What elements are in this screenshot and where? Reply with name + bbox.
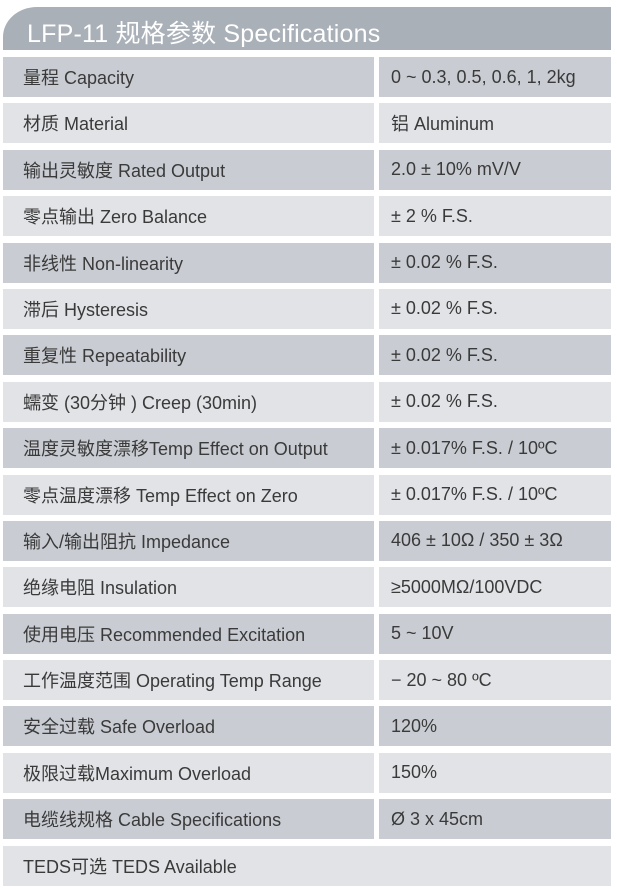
spec-label: 滞后 Hysteresis — [3, 288, 374, 329]
spec-row: 输出灵敏度 Rated Output 2.0 ± 10% mV/V — [3, 149, 611, 190]
spec-row: 工作温度范围 Operating Temp Range − 20 ~ 80 ºC — [3, 660, 611, 701]
spec-row: 零点输出 Zero Balance ± 2 % F.S. — [3, 196, 611, 237]
spec-value: ± 0.02 % F.S. — [379, 381, 611, 422]
spec-value: ± 0.02 % F.S. — [379, 242, 611, 283]
spec-label: TEDS可选 TEDS Available — [3, 845, 611, 886]
spec-label: 蠕变 (30分钟 ) Creep (30min) — [3, 381, 374, 422]
spec-row: 重复性 Repeatability ± 0.02 % F.S. — [3, 335, 611, 376]
spec-row: 滞后 Hysteresis ± 0.02 % F.S. — [3, 288, 611, 329]
spec-label: 温度灵敏度漂移Temp Effect on Output — [3, 428, 374, 469]
spec-label: 零点温度漂移 Temp Effect on Zero — [3, 474, 374, 515]
spec-row: 温度灵敏度漂移Temp Effect on Output ± 0.017% F.S… — [3, 428, 611, 469]
spec-row: 绝缘电阻 Insulation ≥5000MΩ/100VDC — [3, 567, 611, 608]
spec-value: ± 0.017% F.S. / 10ºC — [379, 428, 611, 469]
spec-row: 使用电压 Recommended Excitation 5 ~ 10V — [3, 613, 611, 654]
spec-label: 零点输出 Zero Balance — [3, 196, 374, 237]
spec-label: 非线性 Non-linearity — [3, 242, 374, 283]
spec-value: ± 0.017% F.S. / 10ºC — [379, 474, 611, 515]
spec-label: 量程 Capacity — [3, 57, 374, 97]
spec-label: 使用电压 Recommended Excitation — [3, 613, 374, 654]
spec-row: 极限过载Maximum Overload 150% — [3, 752, 611, 793]
spec-value: 150% — [379, 752, 611, 793]
spec-label: 绝缘电阻 Insulation — [3, 567, 374, 608]
spec-row-teds: TEDS可选 TEDS Available — [3, 845, 611, 886]
spec-value: 120% — [379, 706, 611, 747]
spec-value: Ø 3 x 45cm — [379, 799, 611, 840]
spec-header: LFP-11 规格参数 Specifications — [3, 7, 611, 50]
spec-label: 材质 Material — [3, 103, 374, 144]
spec-row: 蠕变 (30分钟 ) Creep (30min) ± 0.02 % F.S. — [3, 381, 611, 422]
spec-row: 零点温度漂移 Temp Effect on Zero ± 0.017% F.S. … — [3, 474, 611, 515]
spec-label: 工作温度范围 Operating Temp Range — [3, 660, 374, 701]
spec-value: − 20 ~ 80 ºC — [379, 660, 611, 701]
spec-value: 2.0 ± 10% mV/V — [379, 149, 611, 190]
spec-row: 电缆线规格 Cable Specifications Ø 3 x 45cm — [3, 799, 611, 840]
spec-label: 电缆线规格 Cable Specifications — [3, 799, 374, 840]
spec-row: 材质 Material 铝 Aluminum — [3, 103, 611, 144]
spec-row: 量程 Capacity 0 ~ 0.3, 0.5, 0.6, 1, 2kg — [3, 57, 611, 97]
spec-label: 输入/输出阻抗 Impedance — [3, 520, 374, 561]
spec-row: 输入/输出阻抗 Impedance 406 ± 10Ω / 350 ± 3Ω — [3, 520, 611, 561]
spec-value: 5 ~ 10V — [379, 613, 611, 654]
spec-title: LFP-11 规格参数 Specifications — [27, 20, 381, 48]
spec-label: 输出灵敏度 Rated Output — [3, 149, 374, 190]
spec-value: ± 2 % F.S. — [379, 196, 611, 237]
spec-label: 极限过载Maximum Overload — [3, 752, 374, 793]
spec-label: 重复性 Repeatability — [3, 335, 374, 376]
spec-value: ± 0.02 % F.S. — [379, 288, 611, 329]
spec-value: 铝 Aluminum — [379, 103, 611, 144]
spec-value: ± 0.02 % F.S. — [379, 335, 611, 376]
spec-row: 安全过载 Safe Overload 120% — [3, 706, 611, 747]
spec-value: 406 ± 10Ω / 350 ± 3Ω — [379, 520, 611, 561]
spec-value: 0 ~ 0.3, 0.5, 0.6, 1, 2kg — [379, 57, 611, 97]
spec-label: 安全过载 Safe Overload — [3, 706, 374, 747]
spec-value: ≥5000MΩ/100VDC — [379, 567, 611, 608]
spec-row: 非线性 Non-linearity ± 0.02 % F.S. — [3, 242, 611, 283]
spec-table: 量程 Capacity 0 ~ 0.3, 0.5, 0.6, 1, 2kg 材质 M… — [3, 57, 611, 892]
